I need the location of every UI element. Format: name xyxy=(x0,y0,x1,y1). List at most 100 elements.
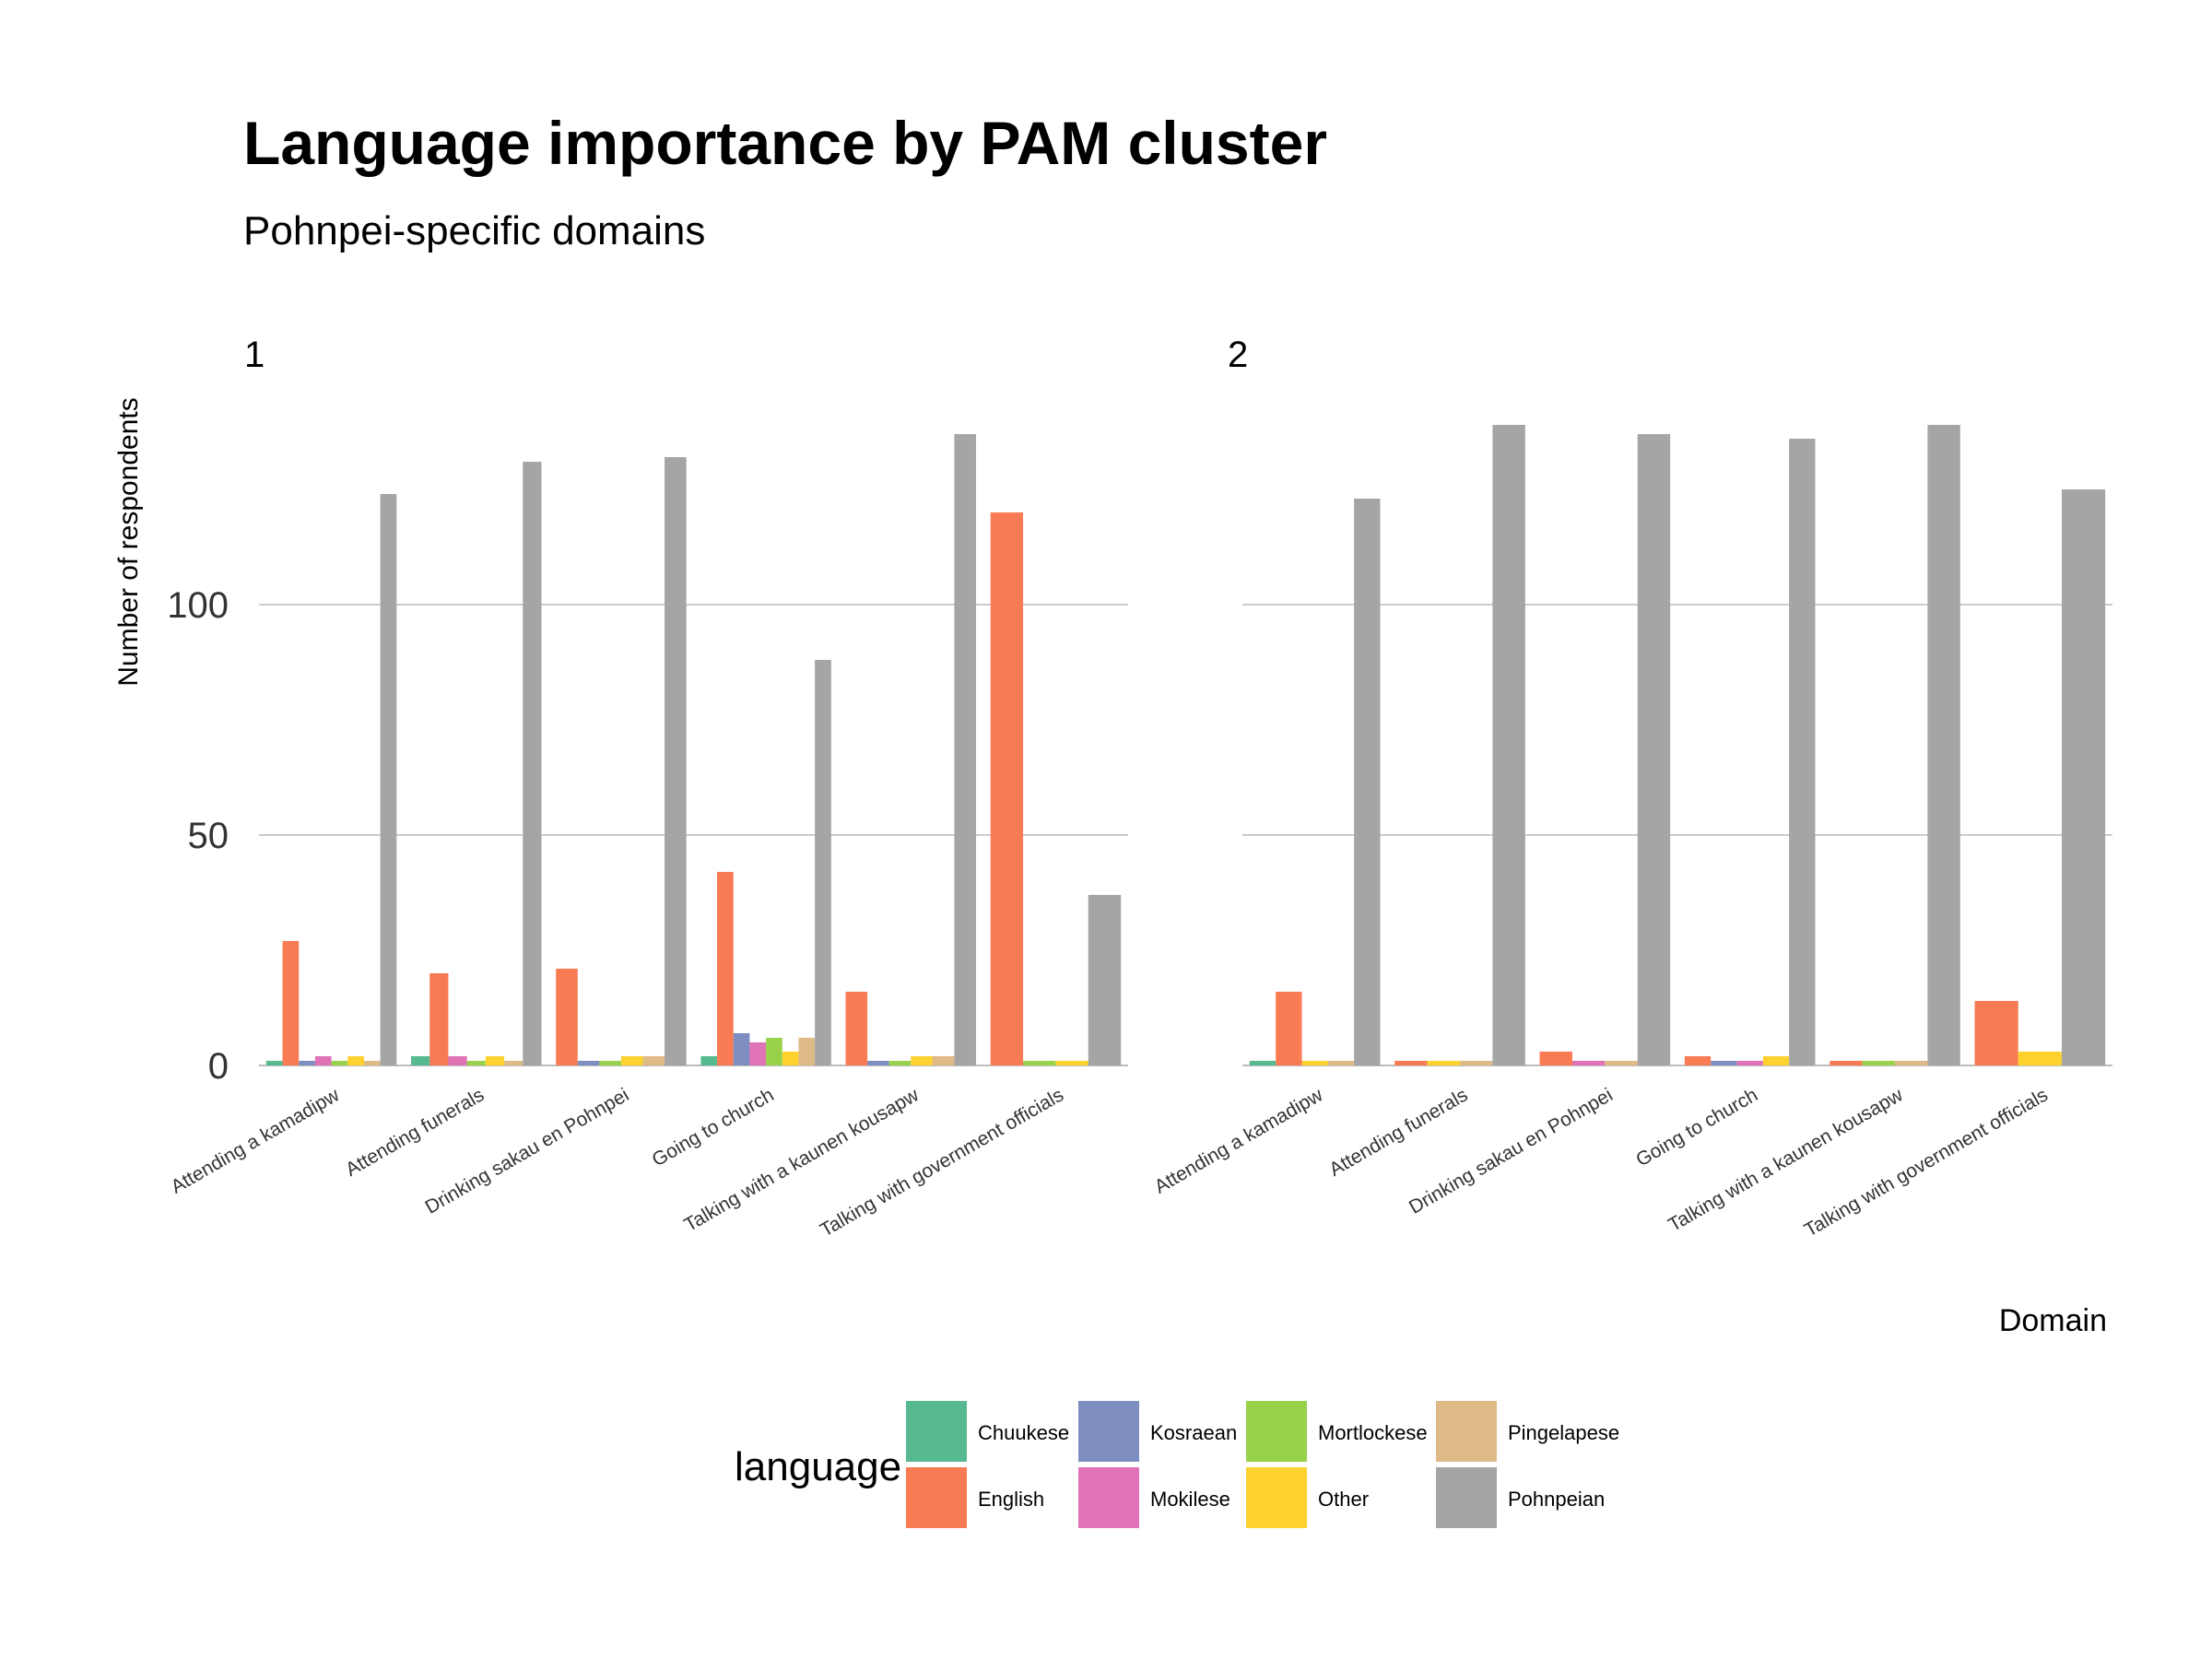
bar-kosraean xyxy=(733,1033,750,1065)
bar-pingelapese xyxy=(1460,1061,1493,1065)
y-tick-label: 50 xyxy=(188,816,229,856)
bar-pohnpeian xyxy=(815,660,831,1065)
bar-other xyxy=(1301,1061,1328,1065)
legend: language Chuukese English Kosraean Mokilese… xyxy=(735,1401,1619,1528)
bar-other xyxy=(2018,1052,2062,1065)
chart-title: Language importance by PAM cluster xyxy=(243,109,1327,177)
legend-label: Pingelapese xyxy=(1508,1421,1619,1444)
bar-mortlockese xyxy=(1862,1061,1895,1065)
bar-pohnpeian xyxy=(1088,895,1122,1065)
x-tick-label: Attending funerals xyxy=(342,1084,488,1181)
x-tick-label: Going to church xyxy=(1632,1084,1761,1171)
bar-pohnpeian xyxy=(1354,499,1381,1065)
bar-other xyxy=(347,1056,364,1065)
bar-mortlockese xyxy=(1023,1061,1056,1065)
facet-label: 1 xyxy=(244,335,265,375)
bar-mortlockese xyxy=(599,1061,621,1065)
bar-pohnpeian xyxy=(523,462,542,1065)
bar-english xyxy=(556,969,578,1065)
x-tick-label: Attending a kamadipw xyxy=(1151,1084,1327,1198)
facet-label: 2 xyxy=(1228,335,1248,375)
legend-key-kosraean xyxy=(1078,1401,1139,1462)
bar-english xyxy=(990,512,1024,1065)
bar-kosraean xyxy=(299,1061,315,1065)
bar-mortlockese xyxy=(331,1061,348,1065)
bar-english xyxy=(282,941,300,1065)
legend-key-mortlockese xyxy=(1246,1401,1307,1462)
bar-english xyxy=(717,872,734,1065)
legend-key-english xyxy=(906,1467,967,1528)
bar-pohnpeian xyxy=(1789,439,1816,1065)
bar-pingelapese xyxy=(642,1056,665,1065)
bar-pingelapese xyxy=(932,1056,955,1065)
bar-other xyxy=(1055,1061,1088,1065)
bar-chuukese xyxy=(700,1056,718,1065)
x-tick-label: Attending a kamadipw xyxy=(168,1084,344,1198)
legend-key-pohnpeian xyxy=(1436,1467,1497,1528)
legend-label: English xyxy=(978,1488,1044,1511)
legend-label: Mokilese xyxy=(1150,1488,1230,1511)
legend-key-other xyxy=(1246,1467,1307,1528)
legend-key-pingelapese xyxy=(1436,1401,1497,1462)
bar-pohnpeian xyxy=(1927,425,1960,1065)
bar-pingelapese xyxy=(1327,1061,1355,1065)
bar-english xyxy=(1830,1061,1863,1065)
x-tick-label: Talking with government officials xyxy=(817,1084,1067,1241)
x-axis-label: Domain xyxy=(1999,1303,2107,1338)
bar-english xyxy=(1539,1052,1572,1065)
bar-english xyxy=(845,992,868,1065)
bar-pingelapese xyxy=(798,1038,816,1065)
bar-english xyxy=(1276,992,1302,1065)
bar-mortlockese xyxy=(888,1061,912,1065)
bar-other xyxy=(782,1052,799,1065)
bar-mortlockese xyxy=(466,1061,486,1065)
bar-pingelapese xyxy=(504,1061,524,1065)
bar-pohnpeian xyxy=(1637,434,1671,1065)
bar-kosraean xyxy=(867,1061,889,1065)
bar-mokilese xyxy=(314,1056,332,1065)
x-tick-label: Attending funerals xyxy=(1325,1084,1471,1181)
x-tick-label: Talking with a kaunen kousapw xyxy=(681,1084,924,1236)
bar-other xyxy=(1427,1061,1460,1065)
chart-subtitle: Pohnpei-specific domains xyxy=(243,208,705,253)
bar-pohnpeian xyxy=(380,494,397,1065)
legend-label: Kosraean xyxy=(1150,1421,1237,1444)
bar-kosraean xyxy=(1711,1061,1737,1065)
y-tick-label: 100 xyxy=(167,585,229,626)
bar-mortlockese xyxy=(766,1038,782,1065)
x-tick-label: Going to church xyxy=(649,1084,778,1171)
y-axis-label: Number of respondents xyxy=(113,397,144,687)
bar-chuukese xyxy=(1249,1061,1277,1065)
legend-label: Mortlockese xyxy=(1318,1421,1428,1444)
x-tick-label: Talking with government officials xyxy=(1801,1084,2052,1241)
bar-mokilese xyxy=(1736,1061,1763,1065)
y-tick-label: 0 xyxy=(208,1046,229,1087)
bar-mokilese xyxy=(1571,1061,1606,1065)
bar-english xyxy=(429,973,449,1065)
bar-other xyxy=(911,1056,933,1065)
bar-mokilese xyxy=(448,1056,467,1065)
bar-mokilese xyxy=(749,1042,767,1065)
bar-other xyxy=(620,1056,643,1065)
legend-label: Other xyxy=(1318,1488,1369,1511)
bar-kosraean xyxy=(577,1061,600,1065)
bar-pohnpeian xyxy=(1492,425,1525,1065)
bar-pohnpeian xyxy=(2061,489,2106,1065)
bar-chuukese xyxy=(411,1056,430,1065)
legend-key-mokilese xyxy=(1078,1467,1139,1528)
bar-pohnpeian xyxy=(665,457,687,1065)
bar-chuukese xyxy=(265,1061,283,1065)
bar-pingelapese xyxy=(1605,1061,1638,1065)
bar-other xyxy=(1762,1056,1790,1065)
legend-label: Chuukese xyxy=(978,1421,1069,1444)
legend-key-chuukese xyxy=(906,1401,967,1462)
legend-title: language xyxy=(735,1444,901,1489)
bar-english xyxy=(1684,1056,1712,1065)
bar-pingelapese xyxy=(1895,1061,1928,1065)
facet-panel-1: 1 0 50 100 Attending a kamadipw Attending fun… xyxy=(167,335,1128,1241)
bar-english xyxy=(1394,1061,1428,1065)
